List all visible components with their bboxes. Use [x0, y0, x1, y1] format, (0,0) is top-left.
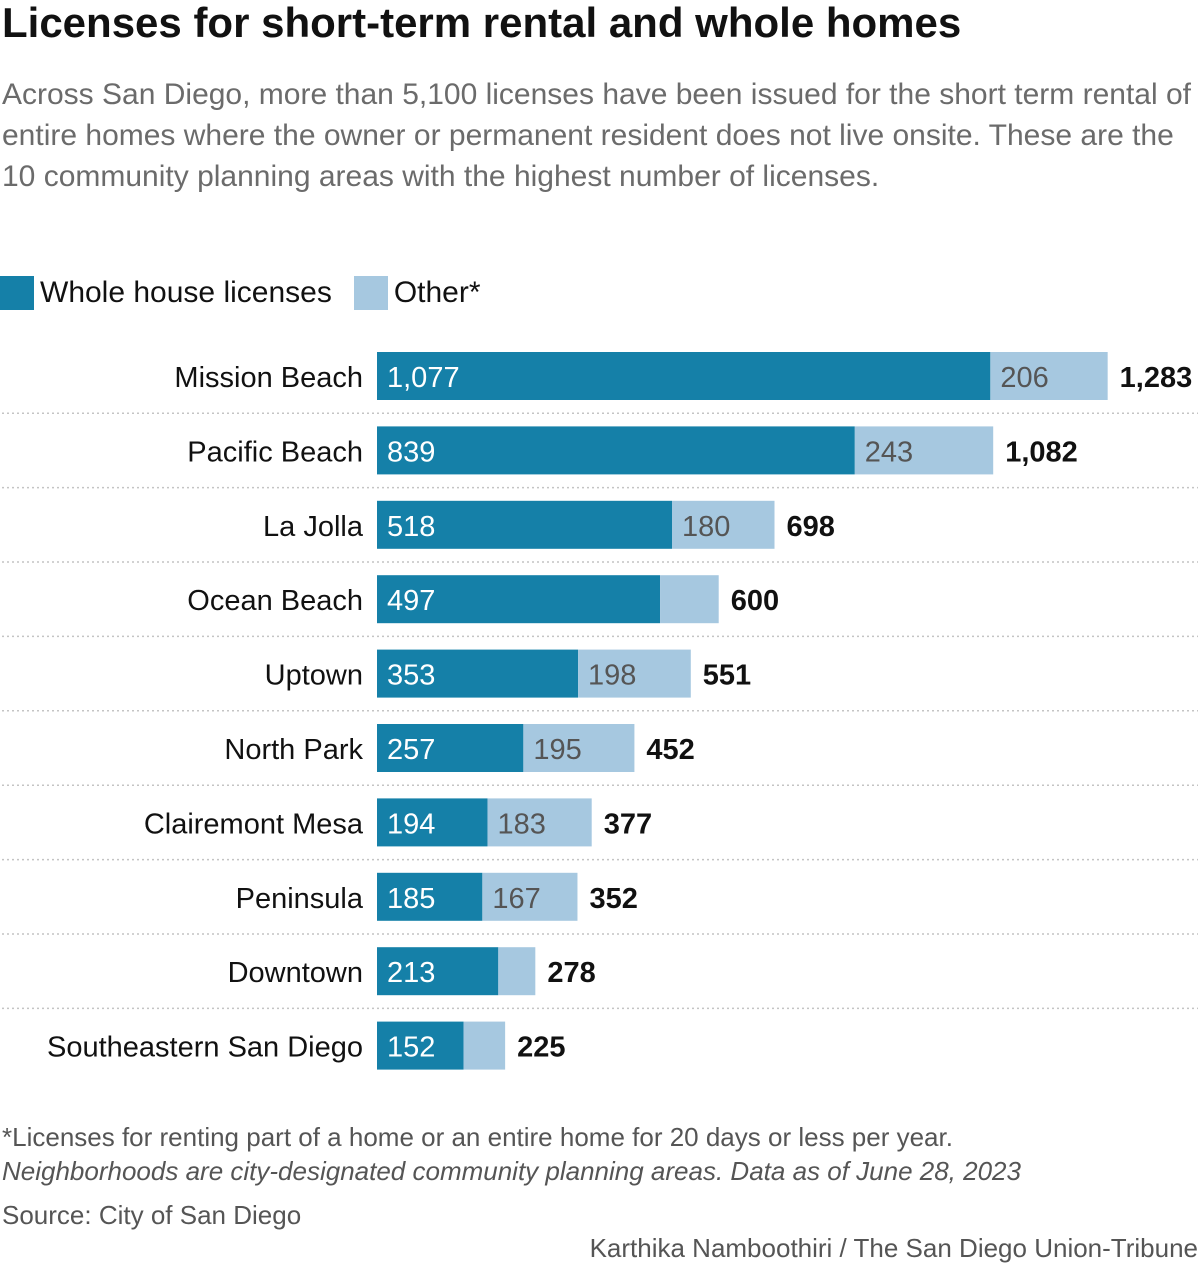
- footnote: *Licenses for renting part of a home or …: [2, 1120, 1198, 1188]
- chart-subtitle: Across San Diego, more than 5,100 licens…: [2, 78, 1191, 193]
- category-label-downtown: Downtown: [228, 957, 363, 989]
- total-label-downtown: 278: [547, 957, 595, 989]
- total-label-pacific-beach: 1,082: [1005, 436, 1078, 468]
- category-label-north-park: North Park: [224, 734, 363, 766]
- bar-pacific-beach-other: [854, 426, 994, 475]
- bar-la-jolla-whole-house: [377, 500, 673, 549]
- data-label-pacific-beach-other: 243: [865, 436, 913, 468]
- legend-swatch-whole-house: [0, 276, 34, 310]
- data-label-north-park-other: 195: [533, 734, 581, 766]
- category-label-clairemont-mesa: Clairemont Mesa: [144, 808, 364, 840]
- data-label-uptown-whole-house: 353: [387, 660, 435, 692]
- bar-chart: Mission Beach 1,077 206 1,283 Pacific Beach 8…: [2, 352, 1198, 1070]
- bar-peninsula-other: [482, 872, 578, 921]
- bar-ocean-beach-other: [660, 575, 719, 624]
- data-label-la-jolla-whole-house: 518: [387, 511, 435, 543]
- total-label-ocean-beach: 600: [731, 585, 779, 617]
- bar-peninsula-whole-house: [377, 872, 483, 921]
- source-line: Source: City of San Diego: [2, 1200, 302, 1230]
- data-label-peninsula-other: 167: [492, 883, 540, 915]
- data-label-mission-beach-other: 206: [1000, 362, 1048, 394]
- bar-la-jolla-other: [672, 500, 775, 549]
- data-label-mission-beach-whole-house: 1,077: [387, 362, 460, 394]
- chart-title: Licenses for short-term rental and whole…: [2, 0, 962, 46]
- bar-downtown-whole-house: [377, 947, 499, 996]
- bar-uptown-other: [578, 649, 691, 698]
- category-label-ocean-beach: Ocean Beach: [187, 585, 363, 617]
- data-label-clairemont-mesa-other: 183: [497, 808, 545, 840]
- total-label-clairemont-mesa: 377: [604, 808, 652, 840]
- legend-label-whole-house: Whole house licenses: [40, 276, 332, 309]
- category-label-peninsula: Peninsula: [236, 883, 364, 915]
- bar-southeastern-san-diego-whole-house: [377, 1021, 464, 1070]
- bar-clairemont-mesa-whole-house: [377, 798, 488, 847]
- data-label-clairemont-mesa-whole-house: 194: [387, 808, 435, 840]
- total-label-southeastern-san-diego: 225: [517, 1032, 565, 1064]
- legend-item-other: Other*: [353, 276, 481, 310]
- category-label-la-jolla: La Jolla: [263, 511, 364, 543]
- data-label-uptown-other: 198: [588, 660, 636, 692]
- bar-clairemont-mesa-other: [487, 798, 592, 847]
- total-label-uptown: 551: [703, 660, 751, 692]
- data-label-pacific-beach-whole-house: 839: [387, 436, 435, 468]
- category-label-mission-beach: Mission Beach: [174, 362, 363, 394]
- data-label-southeastern-san-diego-whole-house: 152: [387, 1032, 435, 1064]
- total-label-north-park: 452: [646, 734, 694, 766]
- bar-ocean-beach-whole-house: [377, 575, 661, 624]
- bar-uptown-whole-house: [377, 649, 579, 698]
- data-label-peninsula-whole-house: 185: [387, 883, 435, 915]
- total-label-mission-beach: 1,283: [1120, 362, 1193, 394]
- data-label-downtown-whole-house: 213: [387, 957, 435, 989]
- data-label-ocean-beach-whole-house: 497: [387, 585, 435, 617]
- category-label-southeastern-san-diego: Southeastern San Diego: [47, 1032, 363, 1064]
- bar-downtown-other: [498, 947, 536, 996]
- bar-north-park-whole-house: [377, 724, 524, 772]
- bar-pacific-beach-whole-house: [377, 426, 855, 475]
- bar-mission-beach-other: [990, 352, 1108, 400]
- category-label-uptown: Uptown: [265, 660, 363, 692]
- legend-label-other: Other*: [393, 276, 481, 309]
- category-label-pacific-beach: Pacific Beach: [187, 436, 363, 468]
- legend-item-whole-house: Whole house licenses: [0, 276, 332, 310]
- total-label-peninsula: 352: [589, 883, 637, 915]
- legend-swatch-other: [353, 276, 388, 310]
- bar-southeastern-san-diego-other: [463, 1021, 506, 1070]
- data-label-north-park-whole-house: 257: [387, 734, 435, 766]
- legend: Whole house licenses Other*: [0, 272, 503, 314]
- bar-mission-beach-whole-house: [377, 352, 991, 400]
- footnote-asterisk: *Licenses for renting part of a home or …: [2, 1122, 953, 1152]
- footnote-note: Neighborhoods are city-designated commun…: [2, 1156, 1021, 1186]
- credit-line: Karthika Namboothiri / The San Diego Uni…: [589, 1233, 1198, 1263]
- bar-north-park-other: [523, 724, 635, 772]
- data-label-la-jolla-other: 180: [682, 511, 730, 543]
- total-label-la-jolla: 698: [787, 511, 835, 543]
